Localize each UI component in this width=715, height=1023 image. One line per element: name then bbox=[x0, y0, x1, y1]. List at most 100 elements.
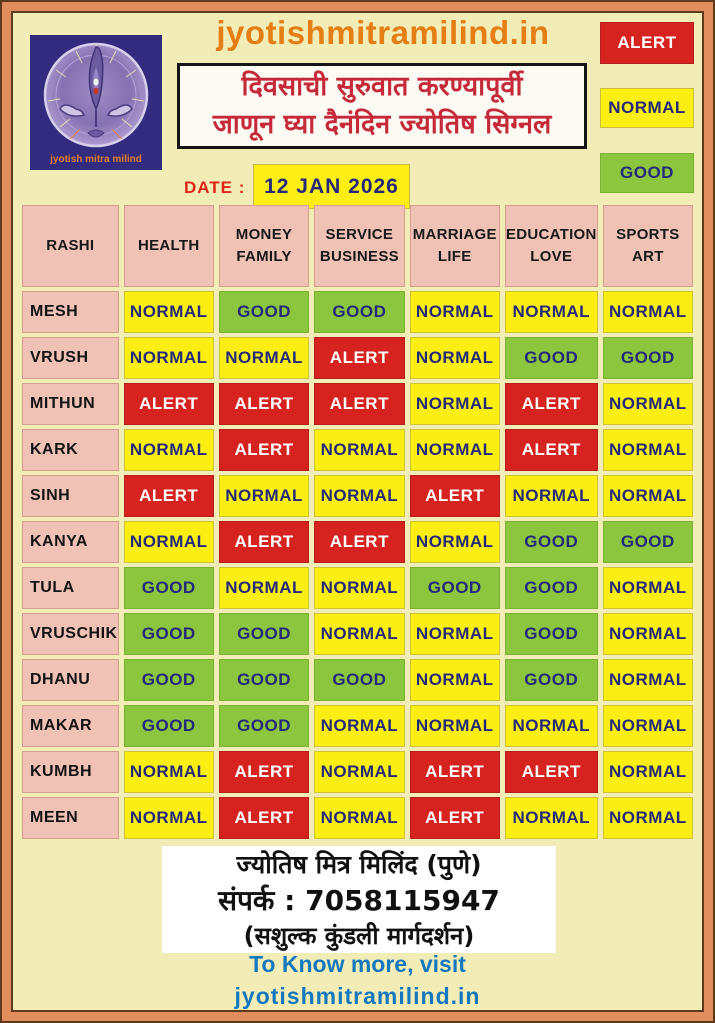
contact-note: (सशुल्क कुंडली मार्गदर्शन) bbox=[243, 921, 475, 950]
status-cell: NORMAL bbox=[602, 613, 693, 655]
status-cell: GOOD bbox=[504, 613, 598, 655]
status-cell: ALERT bbox=[314, 521, 405, 563]
status-cell: GOOD bbox=[409, 567, 500, 609]
status-cell: ALERT bbox=[218, 383, 310, 425]
status-cell: NORMAL bbox=[314, 429, 405, 471]
signal-table: RASHI HEALTH MONEY FAMILY SERVICE BUSINESS… bbox=[22, 205, 693, 839]
status-cell: GOOD bbox=[123, 567, 214, 609]
status-cell: NORMAL bbox=[504, 475, 598, 517]
logo-caption: jyotish mitra milind bbox=[49, 154, 142, 165]
column-header-money-family: MONEY FAMILY bbox=[218, 205, 310, 287]
status-cell: GOOD bbox=[218, 705, 310, 747]
rashi-cell-kanya: KANYA bbox=[22, 521, 119, 563]
column-header-rashi: RASHI bbox=[22, 205, 119, 287]
status-cell: GOOD bbox=[504, 659, 598, 701]
status-cell: NORMAL bbox=[602, 291, 693, 333]
status-cell: ALERT bbox=[409, 475, 500, 517]
date-label: DATE : bbox=[184, 178, 246, 197]
status-cell: NORMAL bbox=[314, 797, 405, 839]
status-cell: NORMAL bbox=[123, 797, 214, 839]
know-more-text: To Know more, visit bbox=[249, 951, 466, 977]
status-cell: ALERT bbox=[123, 475, 214, 517]
status-cell: NORMAL bbox=[409, 383, 500, 425]
ray-lines bbox=[47, 45, 145, 128]
status-cell: NORMAL bbox=[602, 705, 693, 747]
banner-line-1: दिवसाची सुरुवात करण्यापूर्वी bbox=[241, 71, 523, 102]
rashi-cell-meen: MEEN bbox=[22, 797, 119, 839]
status-cell: NORMAL bbox=[409, 429, 500, 471]
status-cell: NORMAL bbox=[409, 613, 500, 655]
status-cell: NORMAL bbox=[504, 705, 598, 747]
status-cell: NORMAL bbox=[314, 567, 405, 609]
status-cell: NORMAL bbox=[409, 705, 500, 747]
status-cell: NORMAL bbox=[123, 751, 214, 793]
status-cell: GOOD bbox=[123, 705, 214, 747]
rashi-cell-vrush: VRUSH bbox=[22, 337, 119, 379]
poster-content: jyotish mitra milind jyotishmitramilind.… bbox=[11, 11, 704, 1012]
status-cell: GOOD bbox=[504, 521, 598, 563]
headline-banner: दिवसाची सुरुवात करण्यापूर्वी जाणून घ्या … bbox=[177, 63, 587, 149]
legend-alert: ALERT bbox=[600, 22, 694, 64]
status-cell: ALERT bbox=[504, 751, 598, 793]
status-cell: ALERT bbox=[218, 797, 310, 839]
status-cell: GOOD bbox=[123, 613, 214, 655]
column-header-sports-art: SPORTS ART bbox=[602, 205, 693, 287]
status-cell: NORMAL bbox=[314, 613, 405, 655]
status-cell: NORMAL bbox=[602, 659, 693, 701]
status-cell: NORMAL bbox=[123, 429, 214, 471]
status-cell: ALERT bbox=[218, 751, 310, 793]
status-cell: ALERT bbox=[314, 337, 405, 379]
status-cell: NORMAL bbox=[218, 337, 310, 379]
status-cell: NORMAL bbox=[602, 383, 693, 425]
column-header-service-business: SERVICE BUSINESS bbox=[314, 205, 405, 287]
legend-normal: NORMAL bbox=[600, 88, 694, 128]
legend-good: GOOD bbox=[600, 153, 694, 193]
status-cell: NORMAL bbox=[409, 291, 500, 333]
column-header-education-love: EDUCATION LOVE bbox=[504, 205, 598, 287]
status-cell: GOOD bbox=[123, 659, 214, 701]
rashi-cell-sinh: SINH bbox=[22, 475, 119, 517]
status-cell: NORMAL bbox=[123, 291, 214, 333]
column-header-health: HEALTH bbox=[123, 205, 214, 287]
rashi-cell-kumbh: KUMBH bbox=[22, 751, 119, 793]
rashi-cell-mithun: MITHUN bbox=[22, 383, 119, 425]
banner-line-2: जाणून घ्या दैनंदिन ज्योतिष सिग्नल bbox=[212, 109, 552, 140]
status-cell: NORMAL bbox=[218, 567, 310, 609]
status-cell: GOOD bbox=[602, 337, 693, 379]
status-cell: GOOD bbox=[314, 659, 405, 701]
status-cell: ALERT bbox=[409, 751, 500, 793]
status-cell: NORMAL bbox=[409, 337, 500, 379]
status-cell: NORMAL bbox=[409, 659, 500, 701]
status-cell: ALERT bbox=[504, 429, 598, 471]
status-cell: ALERT bbox=[409, 797, 500, 839]
status-cell: GOOD bbox=[218, 659, 310, 701]
contact-box: ज्योतिष मित्र मिलिंद (पुणे) संपर्क : 705… bbox=[162, 846, 556, 953]
status-cell: GOOD bbox=[218, 613, 310, 655]
status-cell: NORMAL bbox=[409, 521, 500, 563]
status-cell: NORMAL bbox=[504, 291, 598, 333]
status-cell: NORMAL bbox=[602, 567, 693, 609]
status-cell: NORMAL bbox=[123, 521, 214, 563]
rashi-cell-dhanu: DHANU bbox=[22, 659, 119, 701]
status-cell: NORMAL bbox=[602, 751, 693, 793]
status-cell: NORMAL bbox=[218, 475, 310, 517]
status-cell: NORMAL bbox=[602, 475, 693, 517]
contact-phone: संपर्क : 7058115947 bbox=[218, 883, 500, 917]
status-cell: GOOD bbox=[504, 337, 598, 379]
status-cell: GOOD bbox=[314, 291, 405, 333]
status-cell: NORMAL bbox=[602, 429, 693, 471]
status-cell: GOOD bbox=[602, 521, 693, 563]
status-cell: NORMAL bbox=[602, 797, 693, 839]
column-header-marriage-life: MARRIAGE LIFE bbox=[409, 205, 500, 287]
rashi-cell-mesh: MESH bbox=[22, 291, 119, 333]
contact-name: ज्योतिष मित्र मिलिंद (पुणे) bbox=[236, 849, 482, 879]
status-cell: NORMAL bbox=[314, 475, 405, 517]
right-eye bbox=[106, 104, 133, 117]
status-cell: GOOD bbox=[504, 567, 598, 609]
site-title: jyotishmitramilind.in bbox=[216, 14, 550, 51]
lips bbox=[87, 129, 105, 138]
status-cell: NORMAL bbox=[123, 337, 214, 379]
status-cell: ALERT bbox=[218, 429, 310, 471]
rashi-cell-makar: MAKAR bbox=[22, 705, 119, 747]
status-cell: GOOD bbox=[218, 291, 310, 333]
